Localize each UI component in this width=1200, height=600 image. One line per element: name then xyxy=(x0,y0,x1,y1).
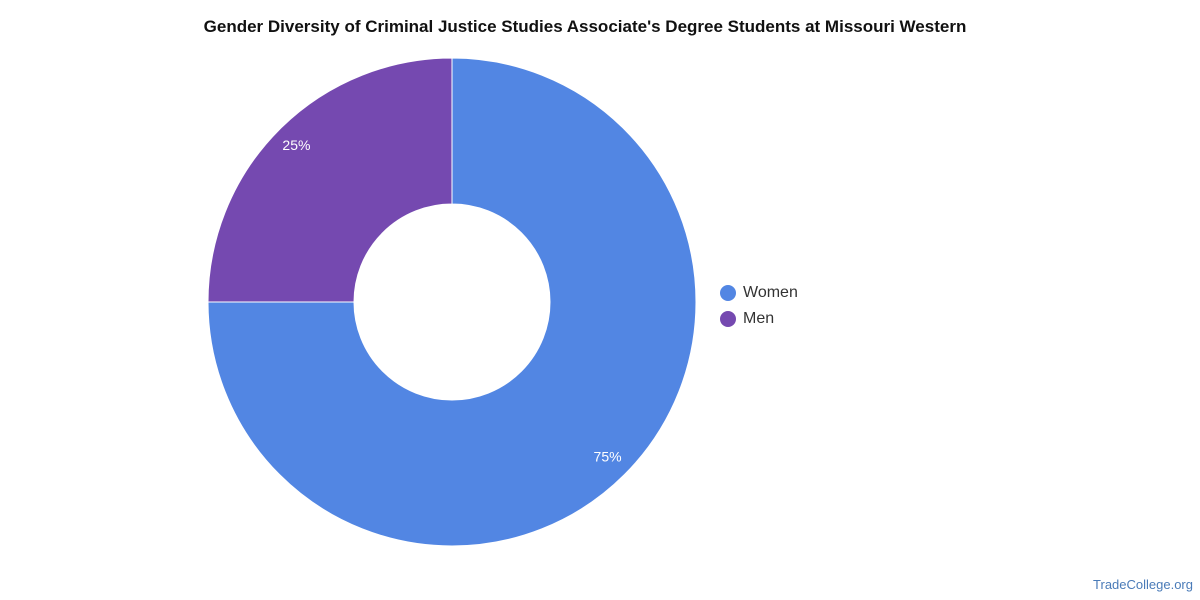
slice-women[interactable] xyxy=(207,57,697,547)
slice-label-men: 25% xyxy=(282,137,310,153)
slice-men[interactable] xyxy=(207,57,453,303)
legend: Women Men xyxy=(720,280,798,332)
legend-item-women[interactable]: Women xyxy=(720,280,798,306)
chart-title: Gender Diversity of Criminal Justice Stu… xyxy=(203,17,967,36)
legend-swatch-men xyxy=(720,311,736,327)
slice-label-women: 75% xyxy=(594,448,622,464)
watermark[interactable]: TradeCollege.org xyxy=(1093,577,1193,592)
legend-item-men[interactable]: Men xyxy=(720,306,798,332)
legend-label-men: Men xyxy=(743,310,775,327)
legend-swatch-women xyxy=(720,285,736,301)
legend-label-women: Women xyxy=(743,284,798,301)
